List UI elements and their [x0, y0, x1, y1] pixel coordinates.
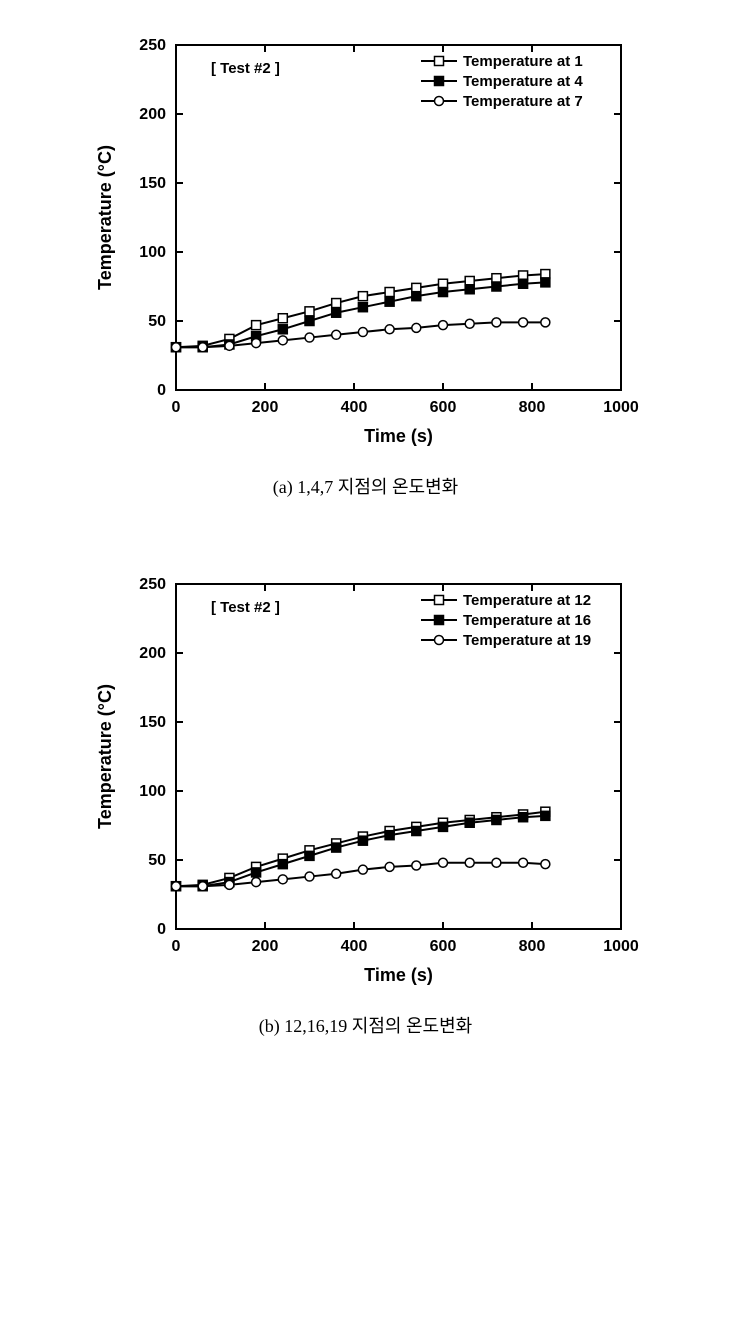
svg-text:800: 800	[518, 399, 545, 416]
svg-text:600: 600	[429, 399, 456, 416]
svg-text:800: 800	[518, 938, 545, 955]
svg-text:200: 200	[251, 399, 278, 416]
svg-text:Temperature at 7: Temperature at 7	[463, 93, 583, 110]
svg-text:200: 200	[251, 938, 278, 955]
svg-text:1000: 1000	[603, 399, 639, 416]
svg-text:[ Test #2 ]: [ Test #2 ]	[211, 599, 280, 616]
svg-text:150: 150	[139, 175, 166, 192]
svg-text:400: 400	[340, 938, 367, 955]
svg-text:0: 0	[157, 382, 166, 399]
svg-text:Time (s): Time (s)	[364, 965, 433, 985]
svg-text:Temperature (°C): Temperature (°C)	[95, 145, 115, 290]
svg-text:Temperature at 16: Temperature at 16	[463, 612, 591, 629]
svg-text:Temperature at 1: Temperature at 1	[463, 53, 583, 70]
svg-text:Temperature at 19: Temperature at 19	[463, 632, 591, 649]
chart-a-container: 0 200 400 600 800 1000 0 50 100 150 200 250 Time (s)…	[86, 20, 646, 539]
svg-text:0: 0	[171, 399, 180, 416]
svg-text:150: 150	[139, 714, 166, 731]
caption-a: (a) 1,4,7 지점의 온도변화	[86, 473, 646, 499]
svg-text:200: 200	[139, 645, 166, 662]
svg-text:400: 400	[340, 399, 367, 416]
svg-text:50: 50	[148, 313, 166, 330]
svg-text:0: 0	[157, 921, 166, 938]
svg-text:Temperature (°C): Temperature (°C)	[95, 684, 115, 829]
svg-text:1000: 1000	[603, 938, 639, 955]
chart-a: 0 200 400 600 800 1000 0 50 100 150 200 250 Time (s)…	[86, 20, 646, 460]
chart-b: 0 200 400 600 800 1000 0 50 100 150 200 250 Time (s)…	[86, 559, 646, 999]
svg-text:50: 50	[148, 852, 166, 869]
svg-text:200: 200	[139, 106, 166, 123]
svg-text:100: 100	[139, 244, 166, 261]
svg-text:Temperature at 4: Temperature at 4	[463, 73, 583, 90]
svg-text:[ Test #2 ]: [ Test #2 ]	[211, 60, 280, 77]
chart-b-container: 0 200 400 600 800 1000 0 50 100 150 200 250 Time (s)…	[86, 559, 646, 1078]
svg-text:100: 100	[139, 783, 166, 800]
svg-text:250: 250	[139, 576, 166, 593]
svg-text:Temperature at 12: Temperature at 12	[463, 592, 591, 609]
svg-text:600: 600	[429, 938, 456, 955]
caption-b: (b) 12,16,19 지점의 온도변화	[86, 1012, 646, 1038]
svg-text:0: 0	[171, 938, 180, 955]
svg-text:Time (s): Time (s)	[364, 426, 433, 446]
svg-text:250: 250	[139, 37, 166, 54]
